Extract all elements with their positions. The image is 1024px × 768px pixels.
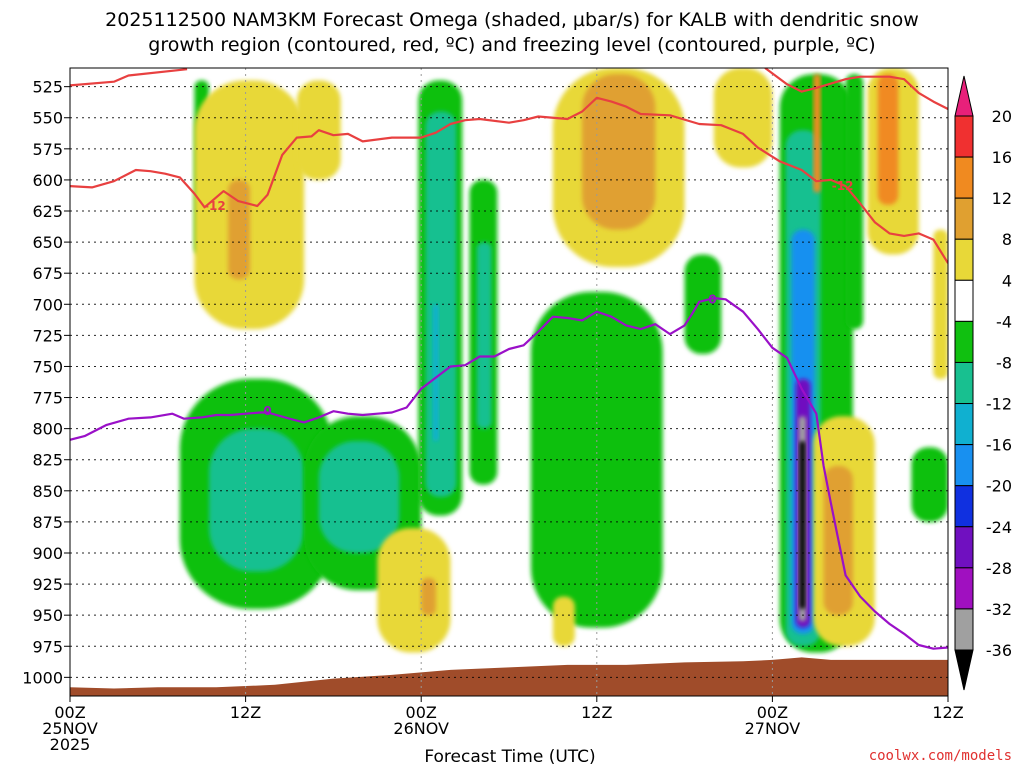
x-tick-label-36-0: 12Z: [581, 703, 612, 722]
x-tick-label-0-2: 2025: [50, 735, 91, 754]
y-tick-label-700: 700: [32, 295, 63, 314]
colorbar-band-8: [954, 444, 974, 487]
colorbar-band-7: [954, 403, 974, 446]
colorbar-top-cap: [954, 75, 974, 117]
contour-label-minus12-right: -12: [832, 179, 854, 193]
colorbar-label-4: 4: [1002, 271, 1012, 290]
chart-title-line2: growth region (contoured, red, ºC) and f…: [148, 34, 875, 56]
surface-terrain: [70, 657, 948, 696]
contour-line-0: [70, 68, 188, 87]
colorbar: 20 16 12 8 4 -4 -8 -12 -16 -20 -24 -28 -32 -36: [954, 75, 1012, 691]
omega-region-descent-24: [582, 74, 656, 230]
omega-region-ascent-18: [845, 74, 864, 330]
colorbar-band-2: [954, 197, 974, 240]
y-tick-label-825: 825: [32, 451, 63, 470]
y-tick-label-850: 850: [32, 482, 63, 501]
y-tick-label-925: 925: [32, 575, 63, 594]
x-tick-label-24-0: 00Z: [406, 703, 437, 722]
colorbar-band-4: [954, 279, 974, 322]
chart-title-line1: 2025112500 NAM3KM Forecast Omega (shaded…: [105, 9, 919, 31]
omega-region-descent-34: [552, 596, 575, 647]
colorbar-label-13: -36: [986, 641, 1012, 660]
x-tick-label-48-0: 00Z: [757, 703, 788, 722]
omega-region-descent-33: [421, 577, 436, 616]
colorbar-label-8: -16: [986, 436, 1012, 455]
omega-region-ascent-2: [209, 428, 305, 572]
omega-region-ascent-19: [911, 447, 948, 522]
surface-ground: [70, 657, 948, 696]
x-tick-label-0-1: 25NOV: [42, 719, 98, 738]
x-tick-label-48-1: 27NOV: [745, 719, 801, 738]
y-tick-label-900: 900: [32, 544, 63, 563]
colorbar-label-1: 16: [992, 148, 1012, 167]
y-tick-label-775: 775: [32, 389, 63, 408]
x-tick-label-0-0: 00Z: [54, 703, 85, 722]
contour-label-zero-left: 0: [263, 404, 271, 418]
credit-text: coolwx.com/models: [869, 748, 1012, 764]
y-tick-label-1000: 1000: [22, 668, 63, 687]
colorbar-label-9: -20: [986, 477, 1012, 496]
omega-region-ascent-7: [432, 304, 439, 442]
colorbar-label-12: -32: [986, 600, 1012, 619]
contour-label-zero-right: 0: [708, 292, 716, 306]
y-tick-label-725: 725: [32, 326, 63, 345]
contour-line-3: [70, 297, 948, 650]
colorbar-label-0: 20: [992, 107, 1012, 126]
omega-region-ascent-4: [318, 441, 400, 553]
x-tick-label-24-1: 26NOV: [393, 719, 449, 738]
x-tick-label-12-0: 12Z: [230, 703, 261, 722]
colorbar-bottom-cap: [954, 649, 974, 691]
colorbar-label-7: -12: [986, 395, 1012, 414]
colorbar-band-0: [954, 115, 974, 158]
colorbar-band-10: [954, 526, 974, 569]
colorbar-band-9: [954, 485, 974, 528]
omega-region-descent-32: [377, 528, 451, 653]
contour-lines: -12 -12 0 0: [70, 68, 948, 650]
colorbar-label-3: 8: [1002, 230, 1012, 249]
y-tick-label-975: 975: [32, 637, 63, 656]
y-tick-label-800: 800: [32, 420, 63, 439]
colorbar-band-12: [954, 608, 974, 651]
y-tick-label-575: 575: [32, 140, 63, 159]
omega-region-descent-21: [228, 179, 250, 280]
plot-area: -12 -12 0 0: [69, 67, 949, 697]
colorbar-band-1: [954, 156, 974, 199]
omega-region-descent-26: [813, 74, 821, 193]
colorbar-band-5: [954, 320, 974, 363]
x-axis-title: Forecast Time (UTC): [424, 747, 595, 767]
y-tick-label-750: 750: [32, 357, 63, 376]
y-tick-label-600: 600: [32, 171, 63, 190]
omega-shading: [179, 68, 948, 653]
plot-frame: [69, 67, 949, 697]
omega-region-ascent-17: [799, 441, 806, 609]
y-tick-label-675: 675: [32, 264, 63, 283]
y-axis: 525 550 575 600 625 650 675 700 725 750 775 800 825 8…: [22, 78, 70, 687]
colorbar-label-5: -4: [996, 312, 1012, 331]
omega-region-ascent-11: [684, 254, 722, 355]
contour-label-minus12-left: -12: [204, 199, 226, 213]
grid-lines: [70, 68, 948, 696]
colorbar-label-2: 12: [992, 189, 1012, 208]
y-tick-label-625: 625: [32, 202, 63, 221]
colorbar-band-3: [954, 238, 974, 281]
x-tick-label-60-0: 12Z: [932, 703, 963, 722]
y-tick-label-650: 650: [32, 233, 63, 252]
colorbar-band-11: [954, 567, 974, 610]
y-tick-label-875: 875: [32, 513, 63, 532]
contour-line-1: [70, 96, 948, 264]
y-tick-label-550: 550: [32, 109, 63, 128]
contour-line-2: [764, 68, 948, 110]
colorbar-label-6: -8: [996, 353, 1012, 372]
colorbar-label-10: -24: [986, 518, 1012, 537]
colorbar-label-11: -28: [986, 559, 1012, 578]
y-tick-label-525: 525: [32, 78, 63, 97]
colorbar-band-6: [954, 361, 974, 405]
omega-region-descent-28: [877, 74, 899, 205]
y-tick-label-950: 950: [32, 606, 63, 625]
